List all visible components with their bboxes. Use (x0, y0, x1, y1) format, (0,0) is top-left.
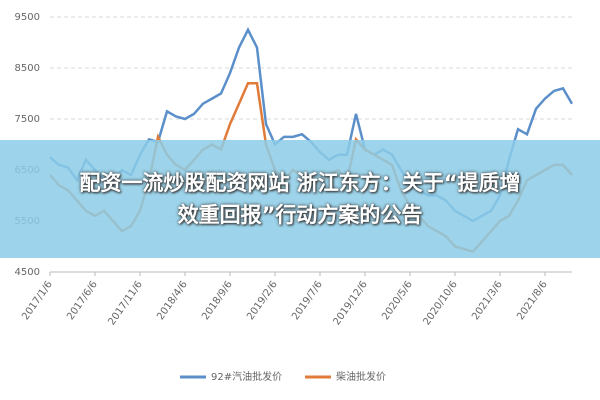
x-tick-label: 2017/1/6 (20, 279, 55, 322)
y-tick-label: 9500 (15, 12, 40, 23)
x-tick-label: 2020/5/6 (380, 279, 415, 322)
x-tick-label: 2018/4/6 (155, 279, 190, 322)
banner: 配资一流炒股配资网站 浙江东方：关于“提质增 效重回报”行动方案的公告 (0, 140, 600, 258)
x-tick-label: 2019/7/6 (290, 279, 325, 322)
x-tick-label: 2019/2/6 (245, 279, 280, 322)
x-tick-label: 2017/11/6 (106, 279, 144, 327)
banner-text: 配资一流炒股配资网站 浙江东方：关于“提质增 (79, 171, 521, 195)
banner-text: 效重回报”行动方案的公告 (177, 203, 423, 227)
legend-label: 92#汽油批发价 (211, 370, 282, 383)
y-tick-label: 8500 (15, 63, 40, 74)
legend-label: 柴油批发价 (336, 370, 386, 383)
x-tick-label: 2020/10/6 (421, 279, 459, 327)
x-tick-label: 2021/3/6 (470, 279, 505, 322)
y-tick-label: 4500 (15, 267, 40, 278)
y-tick-label: 7500 (15, 114, 40, 125)
x-tick-label: 2019/12/6 (331, 279, 369, 327)
x-tick-label: 2018/9/6 (200, 279, 235, 322)
x-tick-label: 2017/6/6 (65, 279, 100, 322)
x-tick-label: 2021/8/6 (515, 279, 550, 322)
